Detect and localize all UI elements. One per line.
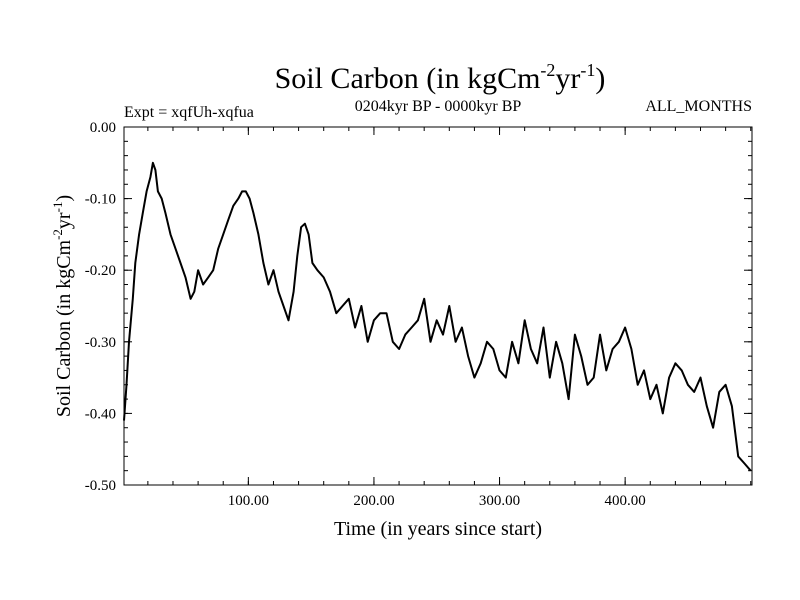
y-tick-label: -0.20 — [85, 263, 116, 279]
expt-label: Expt = xqfUh-xqfua — [124, 104, 254, 121]
x-tick-label: 100.00 — [228, 493, 269, 509]
y-tick-label: -0.50 — [85, 478, 116, 494]
plot-frame — [123, 126, 753, 486]
months-label: ALL_MONTHS — [645, 98, 752, 115]
y-tick-label: -0.30 — [85, 335, 116, 351]
y-tick-label: -0.10 — [85, 192, 116, 208]
y-tick-label: 0.00 — [90, 120, 116, 136]
y-axis-ticks: 0.00 -0.10 -0.20 -0.30 -0.40 -0.50 — [85, 120, 752, 494]
x-axis-label: Time (in years since start) — [334, 518, 542, 540]
y-tick-label: -0.40 — [85, 406, 116, 422]
x-tick-label: 400.00 — [605, 493, 646, 509]
x-axis-ticks: 100.00 200.00 300.00 400.00 — [147, 127, 752, 509]
period-label: 0204kyr BP - 0000kyr BP — [355, 98, 522, 115]
x-tick-label: 200.00 — [353, 493, 394, 509]
x-tick-label: 300.00 — [479, 493, 520, 509]
y-axis-label: Soil Carbon (in kgCm-2yr-1) — [50, 195, 75, 417]
series-line-soil-carbon — [123, 161, 752, 472]
chart-title: Soil Carbon (in kgCm-2yr-1) — [275, 60, 606, 95]
